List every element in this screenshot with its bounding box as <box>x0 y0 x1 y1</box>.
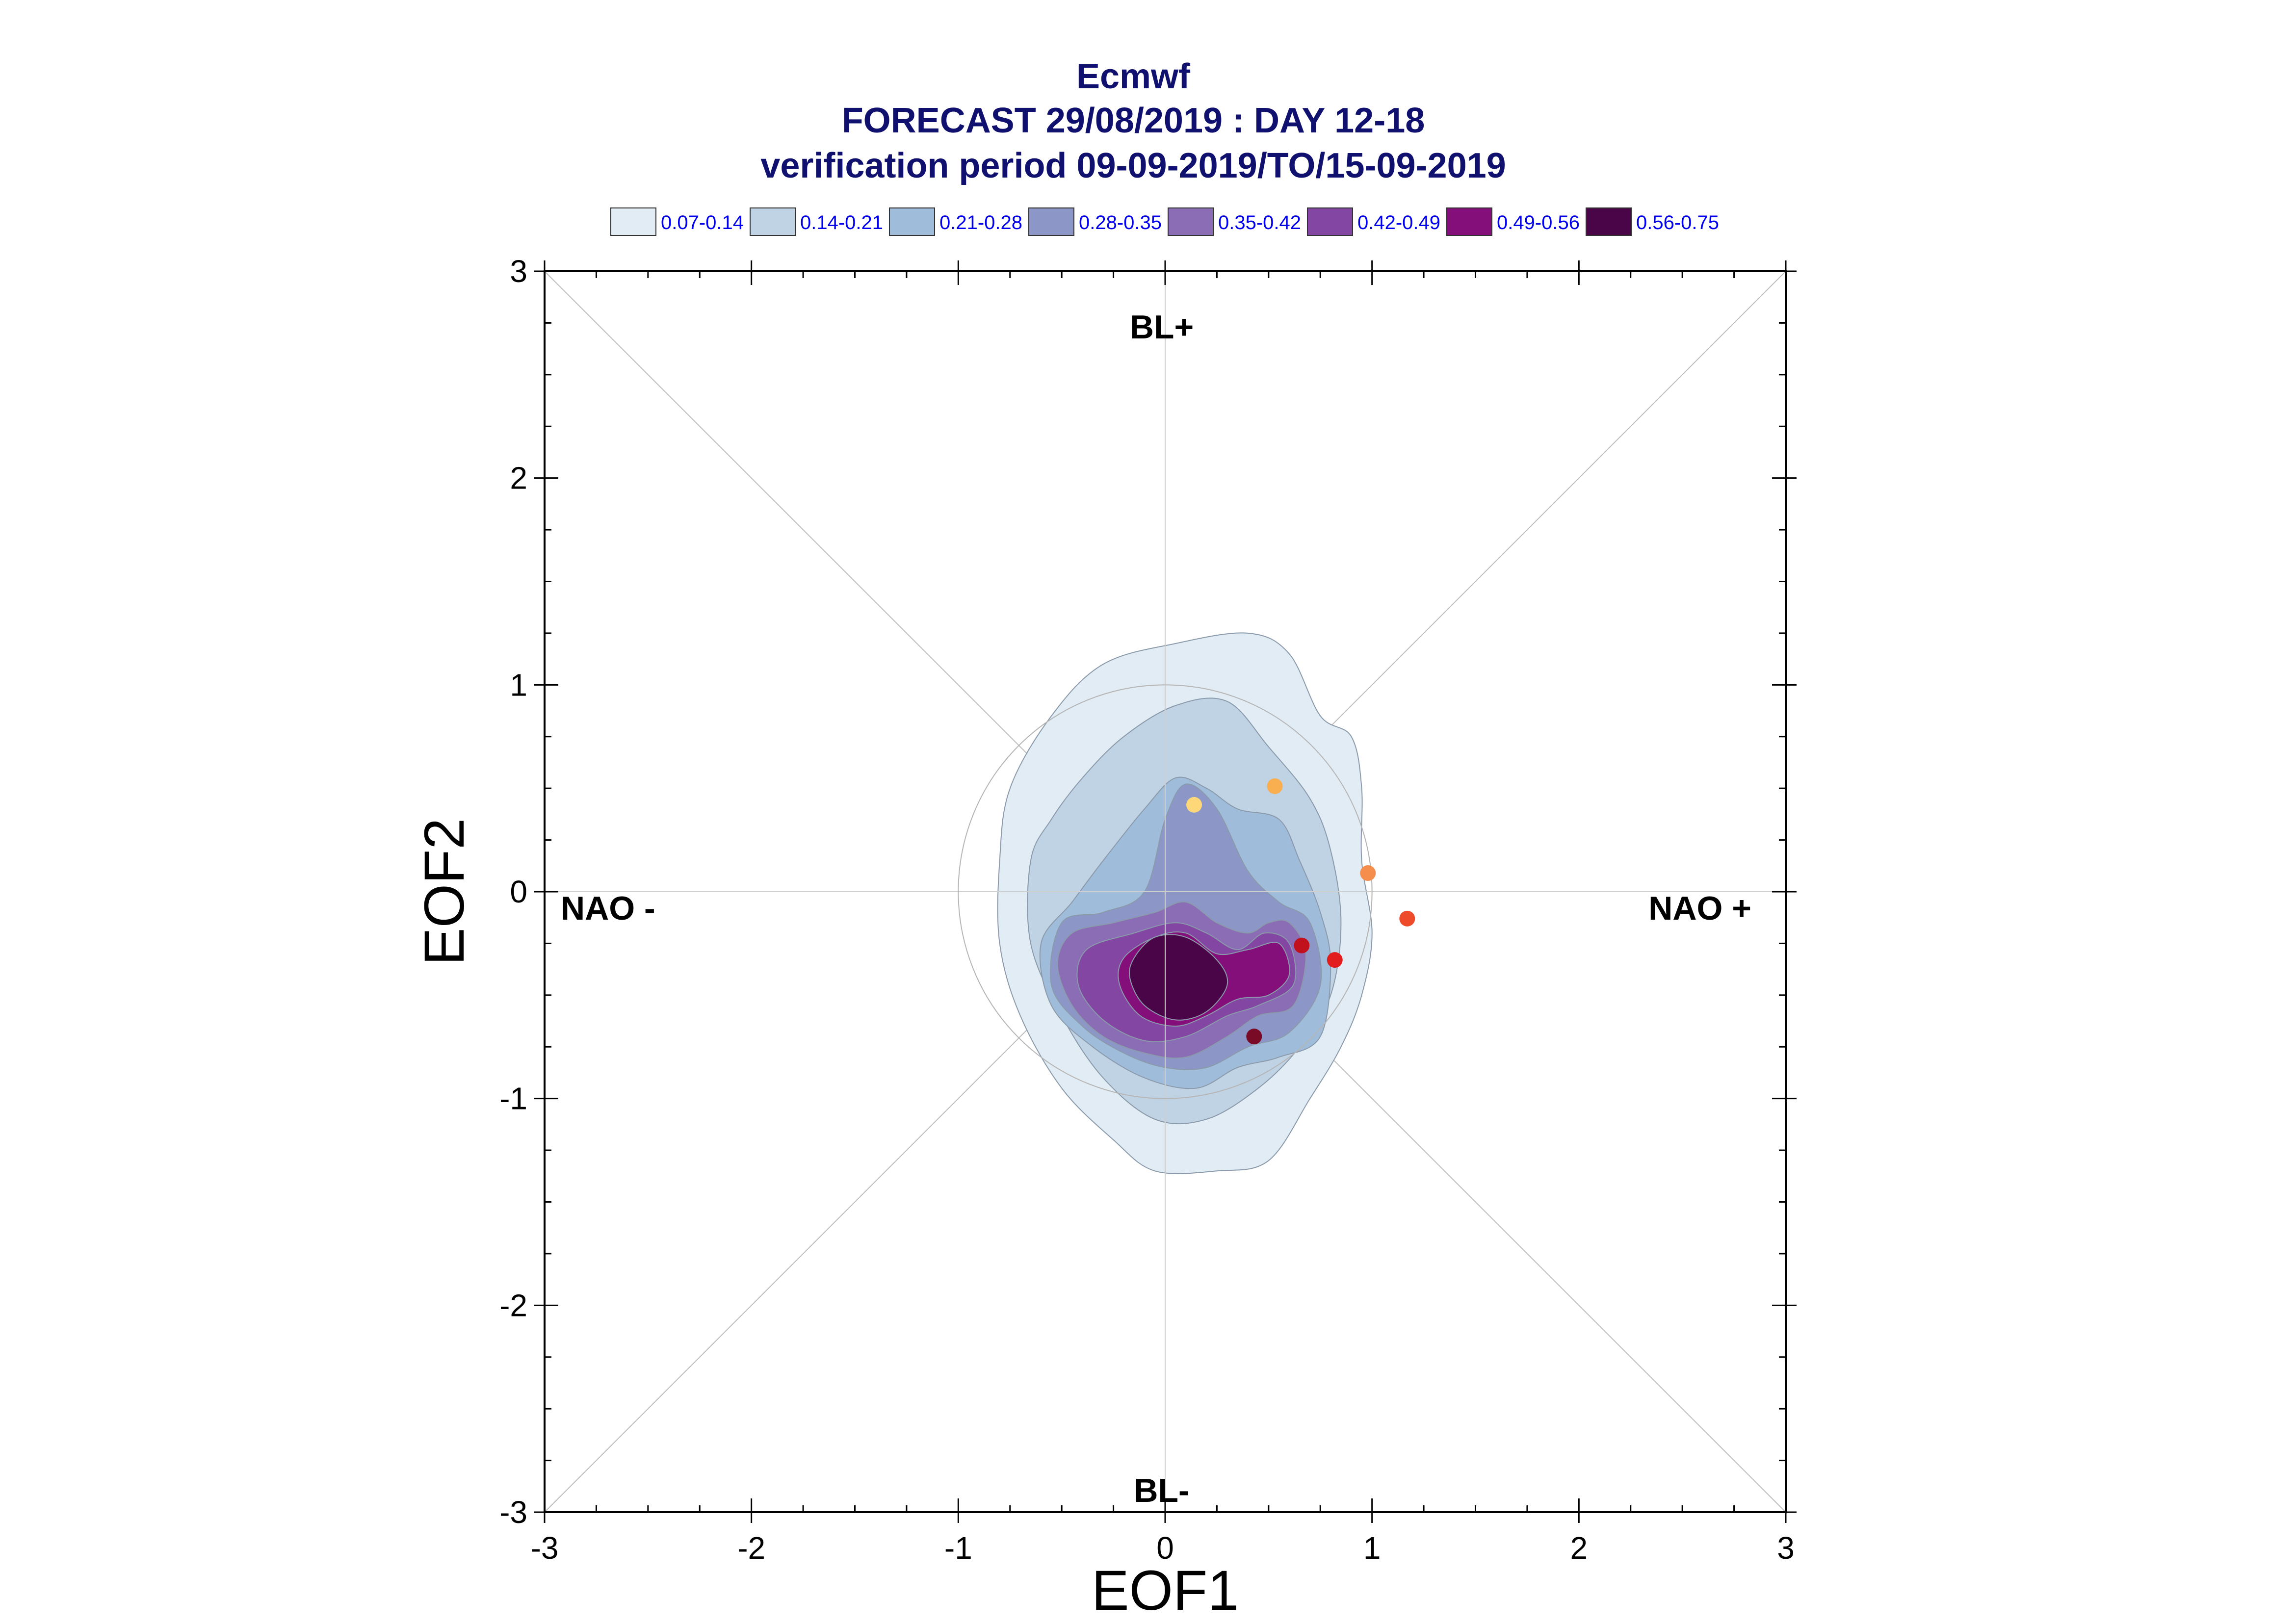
x-tick-label: -3 <box>531 1530 559 1566</box>
plot-area: -3 -2 -1 0 1 2 3 -3 -2 -1 0 1 2 3 <box>499 254 1797 1566</box>
regime-label-left: NAO - <box>561 890 655 927</box>
regime-label-bottom: BL- <box>1134 1472 1189 1509</box>
forecast-point <box>1246 1029 1262 1045</box>
density-contour <box>1128 934 1228 1021</box>
legend-label: 0.28-0.35 <box>1079 212 1162 233</box>
forecast-point <box>1267 778 1283 794</box>
forecast-point <box>1360 865 1376 881</box>
forecast-point <box>1399 910 1415 927</box>
y-tick-label: 0 <box>510 874 527 909</box>
legend-swatch <box>1028 207 1074 236</box>
x-tick-label: 2 <box>1570 1530 1588 1566</box>
y-tick-label: -1 <box>499 1081 527 1116</box>
x-tick-label: -1 <box>944 1530 972 1566</box>
y-tick-label: 1 <box>510 667 527 702</box>
x-tick-label: -2 <box>737 1530 765 1566</box>
chart-title-line3: verification period 09-09-2019/TO/15-09-… <box>760 146 1506 185</box>
forecast-point <box>1327 952 1343 968</box>
forecast-point <box>1294 937 1310 954</box>
legend-swatch <box>750 207 796 236</box>
legend-label: 0.49-0.56 <box>1497 212 1580 233</box>
y-tick-label: 3 <box>510 254 527 289</box>
legend-label: 0.42-0.49 <box>1357 212 1440 233</box>
density-contours <box>997 632 1373 1174</box>
forecast-point <box>1186 797 1202 813</box>
legend-swatch <box>1168 207 1214 236</box>
chart-title-line2: FORECAST 29/08/2019 : DAY 12-18 <box>842 101 1425 140</box>
legend-label: 0.56-0.75 <box>1636 212 1719 233</box>
x-axis-title: EOF1 <box>1092 1559 1239 1622</box>
y-axis-title: EOF2 <box>413 818 476 965</box>
regime-label-top: BL+ <box>1130 309 1194 346</box>
y-tick-label: -2 <box>499 1288 527 1323</box>
reference-circle <box>958 684 1373 1099</box>
axis-ticks: -3 -2 -1 0 1 2 3 -3 -2 -1 0 1 2 3 <box>499 254 1797 1566</box>
density-legend: 0.07-0.14 0.14-0.21 0.21-0.28 0.28-0.35 0.35… <box>610 207 1719 236</box>
x-tick-label: 1 <box>1363 1530 1381 1566</box>
x-tick-label: 3 <box>1777 1530 1795 1566</box>
x-tick-label: 0 <box>1156 1530 1174 1566</box>
legend-label: 0.21-0.28 <box>939 212 1022 233</box>
legend-swatch <box>1586 207 1632 236</box>
reference-guides <box>545 271 1786 1512</box>
legend-swatch <box>610 207 656 236</box>
legend-label: 0.14-0.21 <box>800 212 883 233</box>
legend-label: 0.07-0.14 <box>661 212 744 233</box>
legend-label: 0.35-0.42 <box>1218 212 1301 233</box>
legend-swatch <box>1307 207 1353 236</box>
regime-label-right: NAO + <box>1648 890 1751 927</box>
legend-swatch <box>889 207 935 236</box>
forecast-points <box>1186 778 1415 1045</box>
legend-swatch <box>1446 207 1492 236</box>
y-tick-label: 2 <box>510 461 527 496</box>
y-tick-label: -3 <box>499 1495 527 1530</box>
chart-title-line1: Ecmwf <box>1076 57 1191 96</box>
